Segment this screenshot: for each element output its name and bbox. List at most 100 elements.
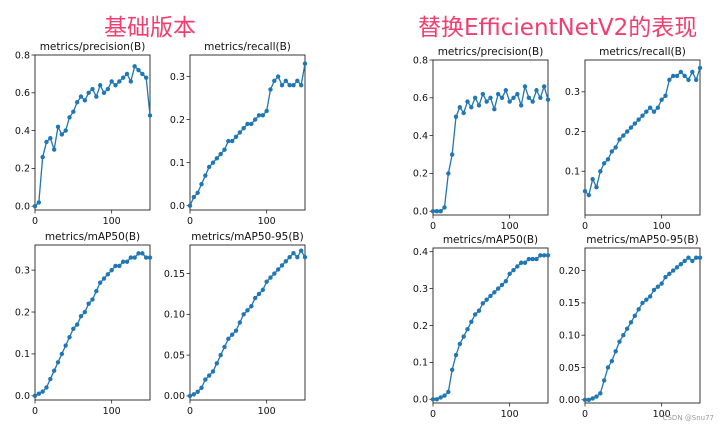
series-point — [298, 248, 304, 253]
chart-5: metrics/precision(B) 0 100 0.0 0.2 0.4 0.6 0.8 — [413, 46, 551, 232]
series-point — [140, 251, 145, 256]
chart-4: metrics/mAP50-95(B) 0 100 0.00 0.05 0.10 0.15 — [164, 231, 308, 417]
series-point — [256, 291, 262, 297]
y-tick-label: 0.1 — [170, 158, 185, 169]
series-point — [651, 287, 657, 293]
series-point — [229, 332, 235, 337]
series-point — [522, 260, 528, 265]
series-point — [44, 139, 49, 145]
series-point — [237, 320, 243, 325]
series-point — [260, 113, 266, 118]
y-tick-label: 0.3 — [565, 87, 580, 98]
x-tick-label: 0 — [430, 409, 436, 420]
y-tick-label: 0.2 — [15, 164, 30, 175]
series-point — [132, 64, 137, 69]
series-point — [590, 396, 595, 401]
y-tick-label: 0.0 — [15, 202, 30, 213]
series-point — [670, 268, 676, 273]
series-point — [586, 192, 592, 198]
series-point — [143, 255, 149, 260]
series-point — [469, 319, 474, 325]
series-point — [128, 255, 134, 260]
series-point — [472, 95, 478, 101]
series-point — [534, 256, 539, 262]
series-point — [613, 145, 618, 150]
y-tick-label: 0.05 — [164, 350, 185, 361]
series-point — [191, 194, 197, 200]
series-point — [252, 295, 258, 301]
series-point — [32, 204, 38, 209]
series-point — [628, 125, 634, 130]
y-tick-label: 0.8 — [413, 55, 428, 66]
series-point — [67, 334, 72, 340]
series-point — [226, 336, 231, 342]
y-tick-label: 0.00 — [559, 395, 580, 406]
series-point — [594, 184, 599, 190]
series-point — [488, 95, 493, 101]
series-point — [453, 352, 459, 358]
series-point — [430, 209, 436, 214]
series-point — [690, 69, 695, 75]
series-point — [605, 365, 611, 370]
series-point — [609, 358, 615, 364]
series-point — [453, 114, 459, 119]
series-point — [206, 373, 212, 378]
series-point — [613, 349, 618, 354]
series-point — [655, 284, 661, 289]
series-point — [283, 259, 289, 264]
series-point — [51, 368, 57, 373]
series-point — [526, 95, 532, 101]
series-point — [686, 77, 691, 83]
series-point — [693, 77, 699, 83]
series-point — [32, 393, 38, 399]
series-point — [624, 326, 630, 331]
series-point — [233, 134, 239, 140]
x-tick-label: 100 — [258, 216, 276, 227]
x-tick-label: 100 — [653, 409, 671, 420]
series-point — [624, 129, 630, 134]
series-point — [279, 263, 285, 268]
series-point — [101, 276, 107, 281]
x-tick-label: 100 — [653, 221, 671, 232]
y-tick-label: 0.20 — [559, 266, 580, 277]
series-point — [530, 99, 535, 104]
series-point — [264, 279, 269, 284]
series-point — [670, 73, 676, 79]
series-point — [511, 267, 516, 273]
series-point — [71, 109, 76, 114]
series-point — [113, 263, 118, 269]
series-point — [484, 99, 489, 104]
y-tick-label: 0.10 — [559, 330, 580, 341]
series-point — [674, 265, 680, 270]
series-point — [124, 259, 130, 264]
series-point — [430, 397, 436, 402]
series-point — [67, 115, 72, 120]
series-point — [457, 341, 463, 347]
x-tick-label: 100 — [103, 406, 121, 417]
series-point — [90, 297, 95, 302]
series-point — [48, 376, 53, 382]
series-point — [582, 188, 588, 194]
y-tick-label: 0.4 — [413, 131, 428, 142]
series-point — [55, 124, 61, 130]
chart-title: metrics/mAP50-95(B) — [586, 234, 698, 246]
series-point — [640, 113, 645, 118]
y-tick-label: 0.2 — [15, 307, 30, 318]
series-point — [644, 297, 649, 302]
x-tick-label: 0 — [187, 406, 193, 417]
series-point — [136, 251, 141, 256]
series-point — [302, 255, 308, 260]
series-point — [59, 132, 65, 137]
axes-frame — [34, 244, 151, 401]
series-point — [147, 255, 153, 260]
series-point — [601, 161, 607, 166]
series-point — [488, 293, 493, 299]
series-point — [295, 255, 300, 260]
chart-3: metrics/mAP50(B) 0 100 0.0 0.1 0.2 0.3 — [15, 231, 153, 417]
series-point — [40, 154, 45, 160]
series-point — [78, 314, 84, 319]
series-point — [59, 351, 65, 357]
series-point — [647, 294, 653, 299]
series-point — [71, 326, 76, 331]
series-point — [674, 73, 680, 79]
